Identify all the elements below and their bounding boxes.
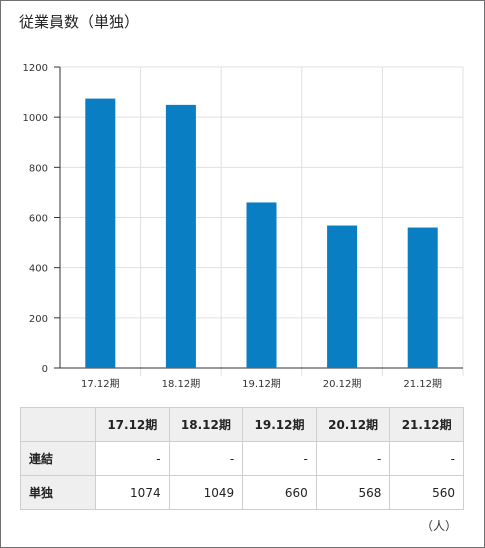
x-tick-label: 21.12期 xyxy=(403,378,442,390)
table-cell: 560 xyxy=(389,475,464,510)
table-row: 連結 - - - - - xyxy=(20,441,464,476)
table-row: 単独 1074 1049 660 568 560 xyxy=(20,475,464,510)
x-tick-label: 17.12期 xyxy=(81,378,120,390)
chart-title: 従業員数（単独） xyxy=(19,13,140,31)
table-cell: 1049 xyxy=(168,475,244,510)
y-tick-label: 400 xyxy=(29,264,48,275)
row-label: 連結 xyxy=(20,441,96,476)
y-tick-label: 1000 xyxy=(23,113,48,124)
table-cell: - xyxy=(389,441,464,476)
table-column-header: 18.12期 xyxy=(168,407,244,442)
y-tick-label: 600 xyxy=(29,214,48,225)
table-cell: - xyxy=(242,441,317,476)
table-column-header: 21.12期 xyxy=(389,407,464,442)
table-column-header: 20.12期 xyxy=(315,407,391,442)
bar xyxy=(246,202,277,368)
y-tick-label: 1200 xyxy=(23,63,48,74)
bar-chart: 0 200 400 600 800 1000 1200 17.12期 18.12期 19.12期 2… xyxy=(23,63,464,390)
data-table: 17.12期 18.12期 19.12期 20.12期 21.12期 連結 - … xyxy=(20,407,464,510)
table-corner-cell xyxy=(20,407,96,442)
table-cell: - xyxy=(168,441,244,476)
bar xyxy=(407,227,438,368)
table-column-header: 19.12期 xyxy=(242,407,317,442)
table-cell: 1074 xyxy=(95,475,170,510)
bar xyxy=(165,104,196,369)
bar xyxy=(85,98,116,368)
x-tick-label: 20.12期 xyxy=(323,378,362,390)
y-tick-label: 200 xyxy=(29,314,48,325)
y-tick-label: 800 xyxy=(29,163,48,174)
table-cell: 568 xyxy=(315,475,391,510)
row-label: 単独 xyxy=(20,475,96,510)
table-column-header: 17.12期 xyxy=(95,407,170,442)
x-tick-label: 19.12期 xyxy=(242,378,281,390)
table-header-row: 17.12期 18.12期 19.12期 20.12期 21.12期 xyxy=(20,407,464,442)
x-tick-label: 18.12期 xyxy=(162,378,201,390)
bar xyxy=(327,225,358,368)
unit-label: （人） xyxy=(420,519,457,533)
table-cell: - xyxy=(95,441,170,476)
table-cell: 660 xyxy=(242,475,317,510)
table-cell: - xyxy=(315,441,391,476)
y-tick-label: 0 xyxy=(42,364,48,375)
